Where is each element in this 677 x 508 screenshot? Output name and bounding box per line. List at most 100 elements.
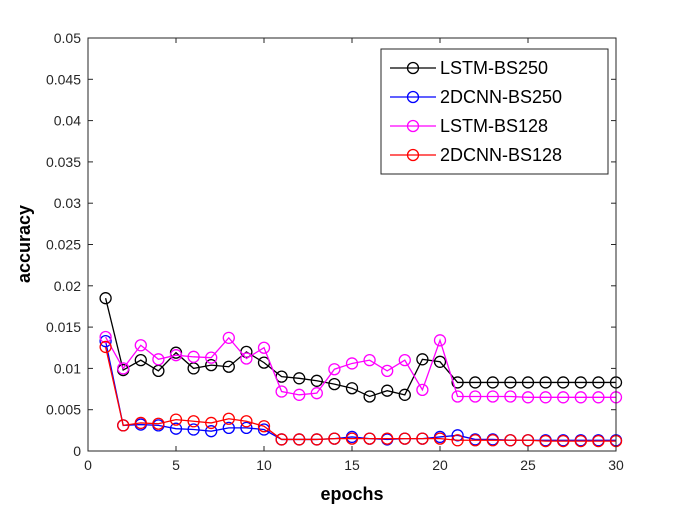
data-point [486, 376, 499, 389]
data-point [381, 384, 394, 397]
data-point [504, 434, 517, 447]
legend-label: 2DCNN-BS250 [440, 87, 562, 107]
data-point [328, 363, 341, 376]
data-point [275, 433, 288, 446]
data-point [99, 334, 112, 348]
y-tick-label: 0 [73, 443, 81, 459]
data-point [469, 376, 482, 389]
data-point [187, 423, 200, 436]
x-tick-label: 20 [432, 457, 448, 473]
series-lstm-bs250 [99, 292, 623, 403]
data-point [398, 432, 411, 445]
data-point [134, 416, 147, 430]
data-point [205, 351, 218, 364]
y-tick-label: 0.015 [46, 319, 81, 335]
data-point [574, 391, 587, 404]
data-point [240, 421, 253, 435]
x-tick-label: 0 [84, 457, 92, 473]
data-point [99, 340, 112, 354]
y-tick-label: 0.05 [54, 30, 81, 46]
series-line [105, 336, 616, 398]
y-tick-label: 0.035 [46, 154, 81, 170]
series-line [104, 346, 616, 442]
legend: LSTM-BS250 2DCNN-BS250 LSTM-BS128 2DCNN-BS1… [380, 48, 609, 175]
data-point [539, 434, 552, 448]
data-point [398, 353, 411, 367]
data-point [310, 387, 323, 400]
y-tick-label: 0.025 [46, 237, 81, 253]
data-point [222, 360, 235, 373]
data-point [451, 376, 464, 389]
data-point [345, 357, 359, 370]
y-tick-label: 0.005 [46, 402, 81, 418]
data-point [169, 422, 183, 435]
data-point [416, 383, 429, 397]
data-point [363, 353, 376, 367]
data-point [469, 434, 482, 447]
data-point [187, 350, 200, 363]
data-point [117, 362, 130, 375]
data-point [152, 353, 165, 366]
data-point [557, 391, 570, 404]
data-point [451, 434, 464, 447]
x-tick-label: 5 [172, 457, 180, 473]
y-tick-label: 0.02 [54, 278, 81, 294]
series-lstm-bs128 [99, 330, 623, 404]
legend-item: LSTM-BS250 [390, 58, 548, 78]
ticks-layer: 0 5 10 15 20 25 30 0 0.005 0.01 0.015 0.02 0.025 0.03… [46, 30, 624, 473]
data-point [486, 434, 499, 447]
legend-marker [406, 90, 420, 104]
x-tick-label: 30 [608, 457, 624, 473]
data-point [521, 376, 535, 389]
y-axis-label: accuracy [14, 205, 34, 283]
y-tick-label: 0.03 [54, 195, 81, 211]
data-point [222, 421, 235, 435]
data-point [381, 432, 394, 445]
legend-label: LSTM-BS250 [440, 58, 548, 78]
x-tick-label: 10 [256, 457, 272, 473]
data-point [592, 391, 605, 404]
plot-frame [87, 37, 617, 452]
data-point [310, 374, 323, 387]
data-point [222, 412, 235, 425]
series-layer [99, 292, 623, 448]
x-axis-label: epochs [320, 484, 383, 504]
data-point [222, 331, 235, 344]
data-point [310, 433, 323, 446]
data-point [521, 434, 535, 447]
data-point [539, 391, 552, 404]
legend-label: 2DCNN-BS128 [440, 145, 562, 165]
data-point [205, 358, 218, 372]
data-point [398, 388, 411, 401]
series-2dcnn-bs128 [99, 340, 623, 448]
legend-marker [406, 119, 420, 133]
data-point [240, 415, 253, 428]
data-point [240, 352, 253, 365]
legend-marker [406, 148, 420, 162]
data-point [416, 432, 429, 445]
y-tick-label: 0.045 [46, 71, 81, 87]
data-point [134, 339, 147, 352]
data-point [257, 423, 271, 436]
y-tick-label: 0.04 [54, 113, 81, 129]
data-point [592, 434, 605, 448]
data-point [381, 364, 394, 378]
data-point [205, 416, 218, 430]
data-point [574, 376, 587, 389]
data-point [205, 425, 218, 438]
data-point [363, 432, 376, 445]
legend-item: 2DCNN-BS128 [390, 145, 562, 165]
data-point [275, 385, 288, 398]
data-point [451, 390, 464, 403]
data-point [293, 388, 306, 401]
data-point [152, 417, 165, 430]
data-point [433, 355, 447, 368]
data-point [257, 341, 271, 354]
data-point [169, 413, 183, 426]
legend-label: LSTM-BS128 [440, 116, 548, 136]
series-line [104, 298, 616, 398]
data-point [293, 372, 306, 385]
data-point [504, 376, 517, 389]
data-point [99, 330, 112, 344]
